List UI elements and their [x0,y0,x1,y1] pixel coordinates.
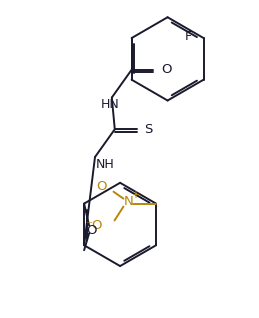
Text: N: N [124,195,133,208]
Text: O: O [161,63,172,76]
Text: F: F [185,30,192,43]
Text: O: O [86,224,96,237]
Text: S: S [145,123,153,136]
Text: HN: HN [100,98,119,111]
Text: NH: NH [96,158,114,171]
Text: O: O [96,180,107,193]
Text: +: + [131,190,139,200]
Text: ⁻O: ⁻O [85,219,103,232]
